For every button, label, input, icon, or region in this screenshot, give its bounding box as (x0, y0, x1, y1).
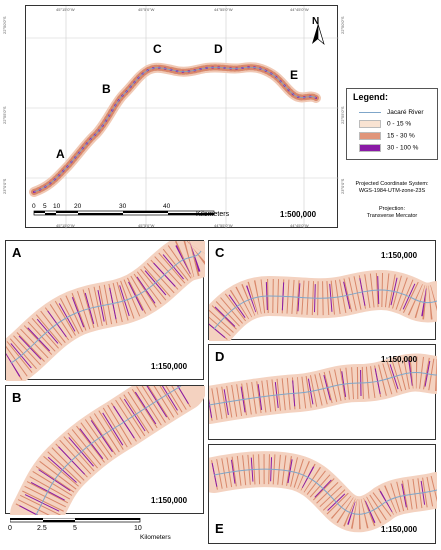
coord-bottom-2: 45°5'0"W (138, 223, 155, 228)
inset-e-label: E (215, 521, 224, 536)
legend-box: Legend: Jacaré River 0 - 15 % 15 - 30 % … (346, 88, 438, 160)
inset-d-label: D (215, 349, 225, 364)
scalebar-tick-0: 0 (32, 203, 36, 210)
main-scalebar (33, 210, 215, 216)
inset-a-map (6, 241, 205, 381)
inset-scalebar-unit: Kilometers (140, 534, 171, 541)
projection-system-label: Projected Coordinate System: (355, 181, 429, 187)
coord-right-2: 22°55'0"S (340, 106, 345, 124)
coord-top-3: 44°55'0"W (214, 7, 233, 12)
mid-swatch-icon (359, 132, 381, 140)
coord-left-2: 22°55'0"S (2, 106, 7, 124)
inset-scalebar-tick-2-5: 2.5 (37, 525, 47, 532)
scalebar-tick-10: 10 (53, 203, 61, 210)
legend-class-high: 30 - 100 % (359, 144, 418, 152)
inset-scalebar-tick-5: 5 (73, 525, 77, 532)
inset-b-label: B (12, 390, 22, 405)
north-label: N (312, 16, 320, 27)
north-arrow-icon (312, 23, 325, 46)
coord-bottom-3: 44°55'0"W (214, 223, 233, 228)
inset-a: A 1:150,000 (5, 240, 205, 381)
inset-e-map (209, 451, 437, 533)
map-label-a: A (56, 147, 65, 161)
scalebar-tick-30: 30 (119, 203, 127, 210)
inset-e: E 1:150,000 (208, 444, 437, 544)
inset-d-map (209, 353, 437, 424)
high-swatch-icon (359, 144, 381, 152)
legend-class-mid: 15 - 30 % (359, 132, 415, 140)
coord-bottom-4: 44°45'0"W (290, 223, 309, 228)
river-corridor (29, 62, 321, 197)
coord-left-1: 22°50'0"S (2, 16, 7, 34)
low-swatch-icon (359, 120, 381, 128)
inset-c-label: C (215, 245, 225, 260)
inset-scalebar-tick-0: 0 (8, 525, 12, 532)
river-swatch-icon (359, 111, 381, 113)
scalebar-tick-40: 40 (163, 203, 171, 210)
river-line (33, 66, 317, 193)
coord-top-2: 45°5'0"W (138, 7, 155, 12)
map-label-b: B (102, 82, 111, 96)
projection-system-value: WGS-1984-UTM-zone-23S (358, 188, 426, 194)
legend-river: Jacaré River (359, 109, 423, 116)
inset-c-scale: 1:150,000 (381, 251, 418, 260)
inset-a-scale: 1:150,000 (151, 362, 188, 371)
coord-left-3: 23°0'0"S (2, 178, 7, 194)
coord-top-4: 44°45'0"W (290, 7, 309, 12)
inset-b: B 1:150,000 (5, 385, 205, 515)
map-label-c: C (153, 42, 162, 56)
coord-bottom-1: 45°15'0"W (56, 223, 75, 228)
coord-right-1: 22°50'0"S (340, 16, 345, 34)
legend-class-low: 0 - 15 % (359, 120, 411, 128)
inset-d: D 1:150,000 (208, 344, 437, 440)
inset-d-scale: 1:150,000 (381, 355, 418, 364)
map-label-d: D (214, 42, 223, 56)
scalebar-unit: Kilometers (196, 211, 230, 218)
coord-top-1: 45°15'0"W (56, 7, 75, 12)
scalebar-tick-20: 20 (74, 203, 82, 210)
main-map-graphic (26, 6, 339, 229)
graticule (26, 6, 339, 229)
inset-scalebar-tick-10: 10 (134, 525, 142, 532)
projection-label: Projection: (379, 206, 405, 212)
inset-a-label: A (12, 245, 22, 260)
inset-c: C 1:150,000 (208, 240, 437, 341)
main-map-scale: 1:500,000 (280, 210, 317, 219)
inset-scalebar (10, 518, 141, 523)
inset-e-scale: 1:150,000 (381, 525, 418, 534)
inset-c-map (209, 270, 437, 341)
legend-title: Legend: (353, 92, 388, 102)
inset-b-scale: 1:150,000 (151, 496, 188, 505)
projection-value: Transverse Mercator (366, 213, 418, 219)
scalebar-tick-5: 5 (43, 203, 47, 210)
inset-b-map (10, 386, 205, 515)
map-label-e: E (290, 68, 299, 82)
main-map-frame: N A B C D E 45°15'0"W 45°5'0"W 44°55'0"W… (25, 5, 339, 229)
